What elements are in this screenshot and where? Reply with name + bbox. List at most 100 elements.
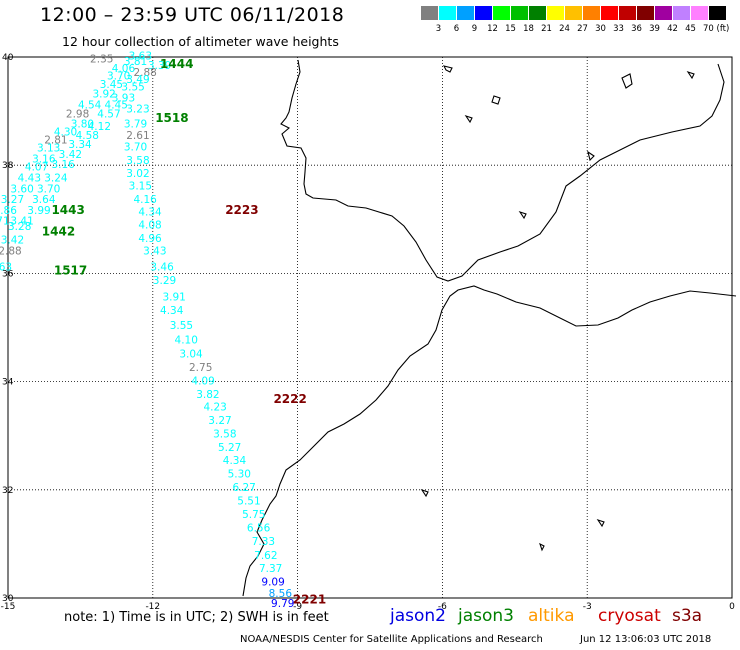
scale-swatch	[691, 6, 708, 20]
wave-height-value: 3.86	[0, 205, 17, 217]
wave-height-value: 4.07	[25, 162, 48, 174]
wave-height-value: 3.92	[92, 89, 115, 101]
wave-height-value: 4.12	[88, 121, 111, 133]
wave-height-value: 3.55	[121, 82, 144, 94]
scale-swatch	[475, 6, 492, 20]
wave-height-value: 6.27	[232, 482, 255, 494]
wave-height-value: 2.98	[66, 109, 89, 121]
wave-height-value: 3.13	[37, 143, 60, 155]
wave-height-value: 3.58	[126, 155, 149, 167]
wave-height-value: 3.71	[0, 216, 10, 228]
map-grid: -15 -12 -9 -6 -3 0 40 38 36 34 32 30	[1, 53, 735, 612]
wave-height-value: 2.35	[90, 53, 113, 65]
island-d	[420, 488, 429, 498]
x-tick-label: -6	[438, 602, 447, 612]
y-tick-label: 32	[2, 486, 13, 496]
wave-height-value: 3.43	[143, 245, 166, 257]
wave-height-value: 3.29	[153, 275, 176, 287]
wave-height-value: 3.49	[126, 74, 149, 86]
scale-swatch	[493, 6, 510, 20]
scale-swatch	[601, 6, 618, 20]
wave-height-value: 3.42	[1, 235, 24, 247]
scale-swatch	[583, 6, 600, 20]
wave-height-value: 3.41	[10, 216, 33, 228]
africa-coastline	[242, 285, 737, 597]
chart-subtitle: 12 hour collection of altimeter wave hei…	[62, 34, 339, 49]
wave-height-value: 3.23	[126, 104, 149, 116]
wave-height-value: 3.45	[100, 79, 123, 91]
wave-height-value: 4.34	[160, 305, 184, 317]
y-tick-label: 34	[2, 378, 14, 388]
wave-height-value: 3.58	[213, 428, 236, 440]
island-a	[442, 65, 453, 73]
pass-time-label: 2222	[273, 392, 306, 406]
wave-height-value: 3.63	[129, 51, 152, 63]
wave-height-value: 3.81	[124, 56, 147, 68]
wave-height-value: 3.16	[51, 159, 75, 171]
scale-label: 24	[559, 24, 570, 34]
scale-label: 33	[613, 24, 624, 34]
pass-time-label: 2223	[225, 203, 258, 217]
wave-height-value: 4.34	[223, 455, 247, 467]
x-tick-label: 0	[729, 602, 735, 612]
legend-cryosat: cryosat	[598, 606, 661, 626]
wave-height-value: 5.30	[228, 468, 251, 480]
wave-height-value: 6.56	[247, 522, 271, 534]
scale-label: 27	[577, 24, 588, 34]
wave-height-value: 7.62	[254, 550, 277, 562]
island-i	[464, 114, 473, 124]
island-b	[491, 95, 501, 105]
wave-height-value: 5.75	[242, 509, 265, 521]
y-tick-label: 30	[2, 594, 14, 604]
wave-height-value: 5.51	[237, 495, 260, 507]
wave-height-value: 3.80	[71, 118, 94, 130]
x-tick-label: -3	[583, 602, 592, 612]
wave-height-tracks: 3.633.81 3.392.354.062.883.703.493.453.55…	[0, 51, 294, 610]
scale-label: 18	[523, 24, 534, 34]
scale-label: 39	[649, 24, 660, 34]
scale-swatch	[457, 6, 474, 20]
wave-height-value: 9.09	[261, 577, 284, 589]
pass-time-labels: 1444 1518 1443 1442 1517 2223 2222 2221	[42, 57, 326, 607]
legend-jason3: jason3	[458, 606, 514, 626]
map-frame	[7, 56, 733, 599]
wave-height-value: 4.57	[97, 109, 120, 121]
pass-time-label: 1442	[42, 225, 75, 239]
wave-height-value: 4.96	[138, 233, 162, 245]
scale-label: 30	[595, 24, 606, 34]
island-h	[686, 70, 695, 80]
scale-label: 36	[631, 24, 642, 34]
scale-swatch	[619, 6, 636, 20]
wave-height-value: 4.06	[112, 63, 136, 75]
wave-height-value: 3.42	[59, 149, 82, 161]
legend-altika: altika	[528, 606, 575, 626]
legend-s3a: s3a	[672, 606, 703, 626]
scale-swatch	[511, 6, 528, 20]
pass-time-label: 2221	[293, 592, 326, 606]
wave-height-value: 3.70	[37, 183, 60, 195]
wave-height-value: 3.60	[10, 183, 33, 195]
x-tick-label: -9	[293, 602, 302, 612]
island-g	[621, 73, 633, 89]
wave-height-value: 3.02	[126, 168, 149, 180]
wave-height-value: 3.24	[44, 172, 68, 184]
wave-height-value: 3.91	[162, 291, 185, 303]
wave-height-value: 4.54	[78, 99, 102, 111]
wave-height-value: 3.99	[27, 205, 50, 217]
wave-height-value: 3.27	[1, 194, 24, 206]
scale-swatch	[673, 6, 690, 20]
scale-swatch	[547, 6, 564, 20]
wave-height-value: 4.09	[191, 375, 214, 387]
scale-label: 3	[435, 24, 442, 34]
scale-swatch	[565, 6, 582, 20]
wave-height-value: 9.79	[271, 598, 294, 610]
wave-height-value: 7.37	[259, 563, 282, 575]
wave-height-value: 7.33	[252, 536, 275, 548]
pass-time-label: 1518	[155, 111, 188, 125]
wave-height-value: 8.56	[269, 588, 293, 600]
scale-swatch	[439, 6, 456, 20]
wave-height-value: 4.10	[175, 335, 198, 347]
legend-jason2: jason2	[390, 606, 446, 626]
wave-height-value: 2.81	[44, 135, 67, 147]
